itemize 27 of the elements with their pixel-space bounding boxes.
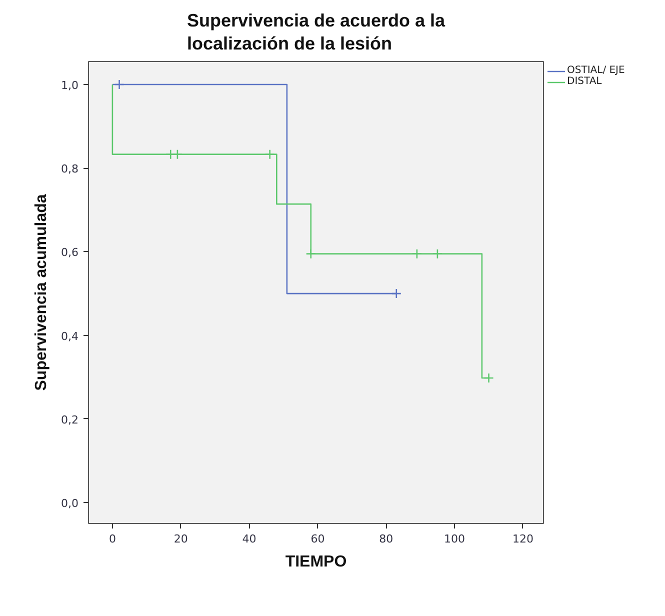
y-axis-title: Supervivencia acumulada <box>33 194 50 391</box>
point <box>172 149 183 160</box>
point <box>412 248 422 259</box>
y-tick-label: 0,2 <box>61 413 79 426</box>
point <box>432 248 443 259</box>
point <box>484 372 494 384</box>
x-tick-label: 0 <box>108 532 116 546</box>
x-tick-label: 120 <box>512 532 534 546</box>
y-tick-label: 0,6 <box>61 246 79 260</box>
chart-title: Supervivencia de acuerdo a la localización de la lesión <box>186 10 446 54</box>
x-tick-label: 20 <box>174 532 188 546</box>
y-tick-label: 1,0 <box>61 78 79 92</box>
x-tick-label: 100 <box>444 532 466 546</box>
point <box>264 149 275 160</box>
y-tick-label: 0,0 <box>61 497 79 510</box>
point <box>114 79 124 90</box>
x-tick-label: 60 <box>310 532 325 546</box>
legend-label: OSTIAL/ EJE <box>567 65 625 76</box>
x-tick-label: 40 <box>242 532 256 546</box>
x-axis-title: TIEMPO <box>285 554 347 570</box>
y-tick-label: 0,4 <box>61 330 79 343</box>
point <box>306 248 316 259</box>
point <box>391 288 402 299</box>
x-tick-label: 80 <box>379 532 394 546</box>
point <box>165 149 176 160</box>
y-tick-label: 0,8 <box>61 162 79 176</box>
legend-label: DISTAL <box>567 76 602 87</box>
